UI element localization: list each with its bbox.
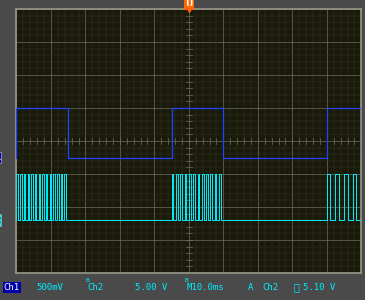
Text: U: U bbox=[185, 0, 193, 9]
Text: 5.10 V: 5.10 V bbox=[303, 283, 335, 292]
Text: B: B bbox=[86, 278, 89, 284]
Text: Ch2: Ch2 bbox=[88, 283, 104, 292]
Text: 5.00 V: 5.00 V bbox=[135, 283, 167, 292]
Text: B: B bbox=[184, 278, 188, 284]
Text: 500mV: 500mV bbox=[36, 283, 64, 292]
Text: Ch2: Ch2 bbox=[263, 283, 279, 292]
Text: ∯: ∯ bbox=[294, 282, 300, 292]
Text: A: A bbox=[248, 283, 254, 292]
Text: M10.0ms: M10.0ms bbox=[186, 283, 224, 292]
Text: Ch1: Ch1 bbox=[4, 283, 20, 292]
